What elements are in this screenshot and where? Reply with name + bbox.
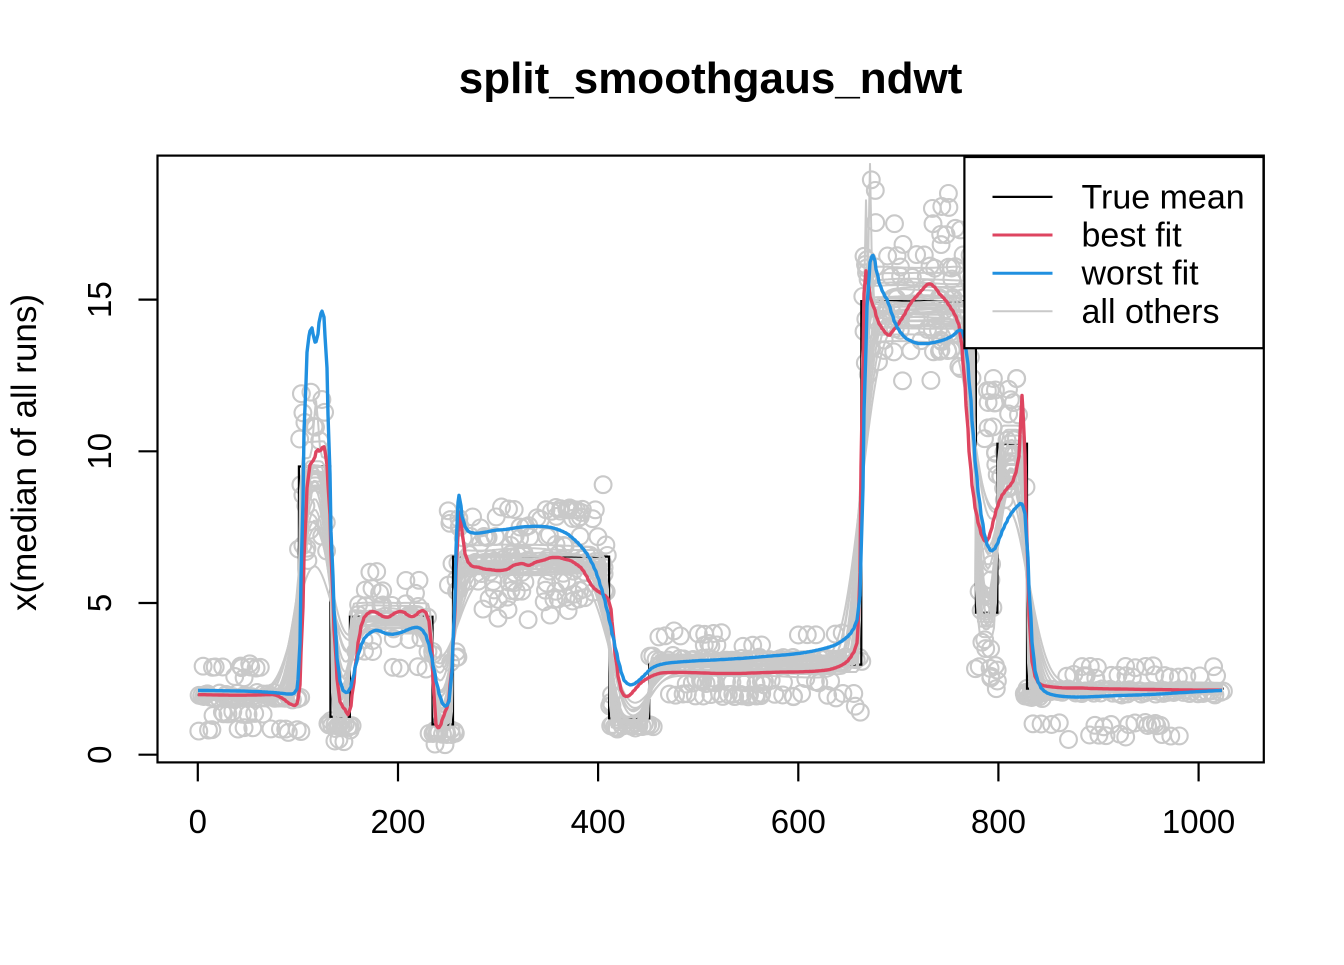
svg-text:5: 5 — [81, 594, 118, 612]
svg-text:best fit: best fit — [1082, 217, 1183, 255]
svg-text:800: 800 — [971, 803, 1026, 840]
svg-text:all others: all others — [1082, 293, 1220, 331]
svg-text:15: 15 — [81, 281, 118, 318]
svg-text:200: 200 — [370, 803, 425, 840]
svg-text:400: 400 — [571, 803, 626, 840]
svg-text:True mean: True mean — [1082, 178, 1245, 216]
svg-text:10: 10 — [81, 433, 118, 470]
svg-text:split_smoothgaus_ndwt: split_smoothgaus_ndwt — [459, 54, 963, 103]
svg-text:x(median of all runs): x(median of all runs) — [5, 294, 44, 611]
svg-text:0: 0 — [81, 746, 118, 764]
svg-text:worst fit: worst fit — [1081, 255, 1200, 293]
svg-text:600: 600 — [771, 803, 826, 840]
svg-text:0: 0 — [189, 803, 207, 840]
svg-text:1000: 1000 — [1162, 803, 1235, 840]
